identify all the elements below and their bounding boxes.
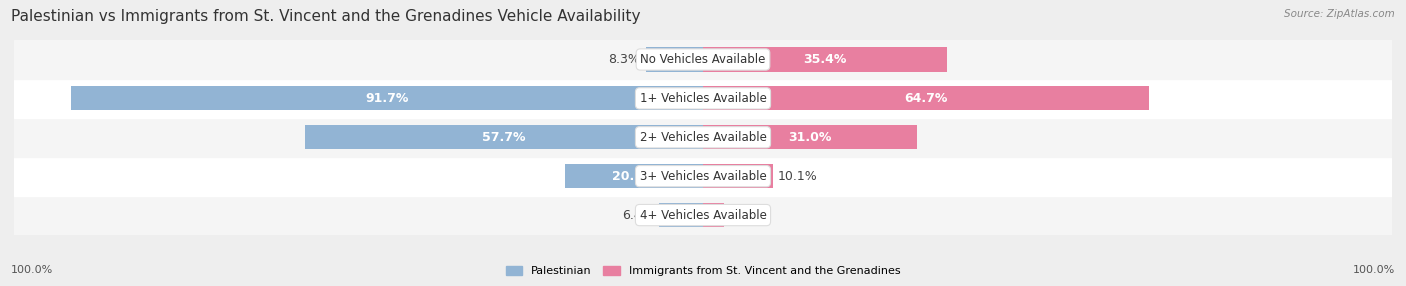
Text: 4+ Vehicles Available: 4+ Vehicles Available [640, 208, 766, 222]
Text: 2+ Vehicles Available: 2+ Vehicles Available [640, 131, 766, 144]
Bar [703, 47, 946, 72]
Bar [703, 125, 917, 149]
Text: No Vehicles Available: No Vehicles Available [640, 53, 766, 66]
Bar [14, 40, 1392, 79]
Bar [72, 86, 703, 110]
Text: 20.1%: 20.1% [612, 170, 655, 183]
Bar [14, 79, 1392, 118]
Text: 31.0%: 31.0% [789, 131, 831, 144]
Text: 3.0%: 3.0% [730, 208, 761, 222]
Text: 100.0%: 100.0% [1353, 265, 1395, 275]
Text: 1+ Vehicles Available: 1+ Vehicles Available [640, 92, 766, 105]
Text: 91.7%: 91.7% [366, 92, 409, 105]
Bar [14, 118, 1392, 157]
Bar [14, 196, 1392, 235]
Text: 100.0%: 100.0% [11, 265, 53, 275]
Bar [645, 47, 703, 72]
Legend: Palestinian, Immigrants from St. Vincent and the Grenadines: Palestinian, Immigrants from St. Vincent… [502, 261, 904, 281]
Bar [14, 157, 1392, 196]
Bar [305, 125, 703, 149]
Bar [659, 203, 703, 227]
Text: 57.7%: 57.7% [482, 131, 526, 144]
Text: Palestinian vs Immigrants from St. Vincent and the Grenadines Vehicle Availabili: Palestinian vs Immigrants from St. Vince… [11, 9, 641, 23]
Text: 35.4%: 35.4% [803, 53, 846, 66]
Text: 10.1%: 10.1% [778, 170, 818, 183]
Text: 3+ Vehicles Available: 3+ Vehicles Available [640, 170, 766, 183]
Bar [565, 164, 703, 188]
Bar [703, 203, 724, 227]
Text: Source: ZipAtlas.com: Source: ZipAtlas.com [1284, 9, 1395, 19]
Text: 64.7%: 64.7% [904, 92, 948, 105]
Text: 8.3%: 8.3% [609, 53, 640, 66]
Bar [703, 86, 1149, 110]
Bar [703, 164, 772, 188]
Text: 6.4%: 6.4% [621, 208, 654, 222]
